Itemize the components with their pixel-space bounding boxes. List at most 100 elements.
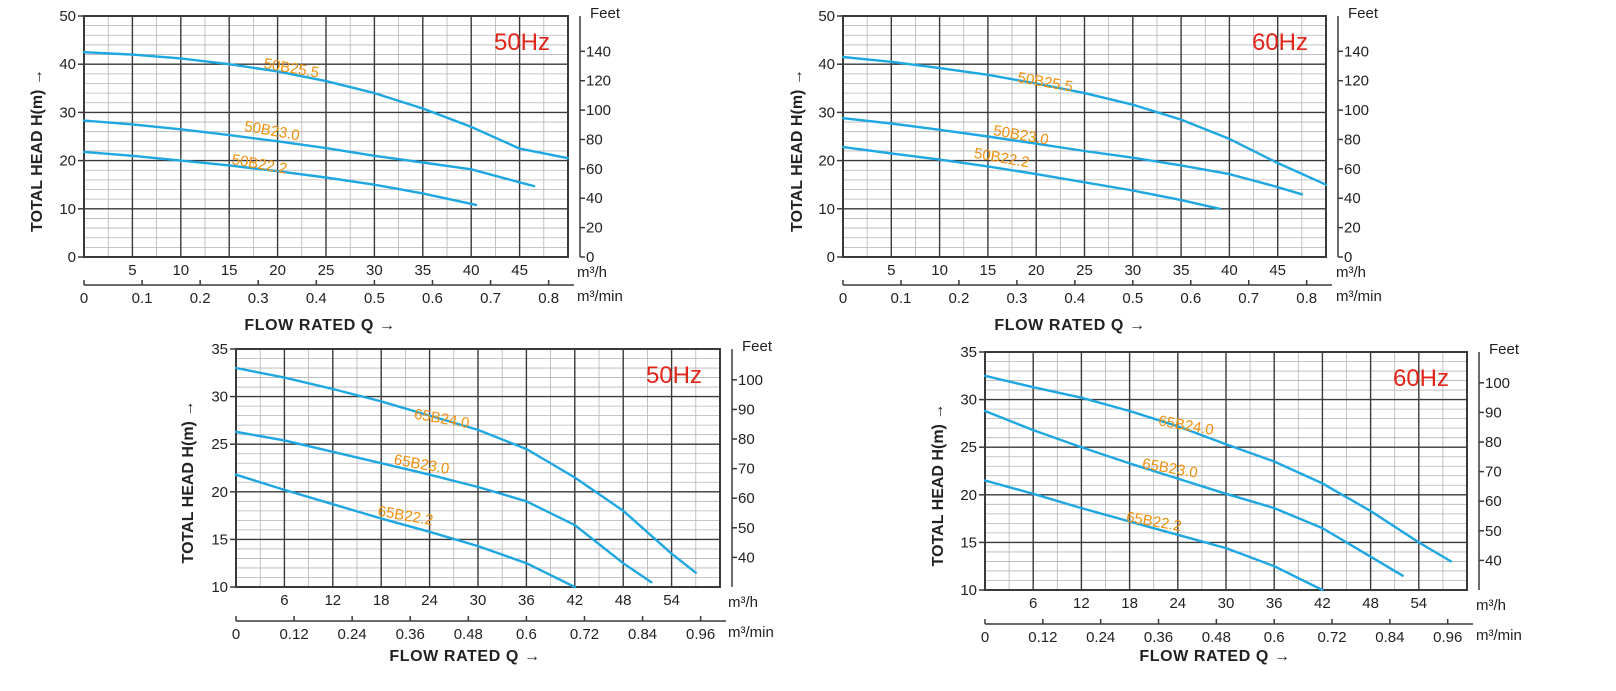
chart2-y-tick-label: 20	[818, 153, 835, 170]
chart1-x2-tick-label: 0	[80, 290, 88, 307]
chart4-x2-tick-label: 0.36	[1144, 629, 1173, 646]
chart3-x-axis-title: FLOW RATED Q →	[389, 648, 540, 665]
chart2-curve-2	[841, 117, 1303, 196]
chart3-x2-tick-label: 0.72	[570, 626, 599, 643]
chart2-feet-tick-label: 120	[1344, 73, 1369, 90]
chart2-x2-tick-label: 0.1	[891, 290, 912, 307]
chart4-feet-tick-label: 100	[1485, 375, 1510, 392]
chart2-feet-tick-label: 40	[1344, 190, 1361, 207]
chart2-feet-tick-label: 60	[1344, 161, 1361, 178]
chart2-x-unit-primary: m³/h	[1336, 264, 1366, 281]
chart4-feet-tick-label: 70	[1485, 464, 1502, 481]
chart3-x-tick-label: 24	[421, 592, 438, 609]
chart3-x-tick-label: 42	[566, 592, 583, 609]
chart1-curve-3	[82, 150, 478, 207]
chart1-feet-tick-label: 80	[586, 131, 603, 148]
chart1-x-unit-secondary: m³/min	[577, 288, 623, 305]
chart4-x-tick-label: 42	[1314, 595, 1331, 612]
chart4-feet-tick-label: 40	[1485, 552, 1502, 569]
chart4-curve-label-2: 65B23.0	[1141, 455, 1199, 481]
chart1-x-tick-label: 15	[221, 262, 238, 279]
chart3-y-tick-label: 10	[211, 579, 228, 596]
chart3-x2-tick-label: 0.84	[628, 626, 657, 643]
chart4-y-tick-label: 35	[960, 344, 977, 361]
chart3-feet-tick-label: 90	[738, 401, 755, 418]
chart1-x2-tick-label: 0.3	[248, 290, 269, 307]
chart2-x-tick-label: 10	[931, 262, 948, 279]
chart3-x2-tick-label: 0.24	[338, 626, 367, 643]
chart4-x2-tick-label: 0.12	[1028, 629, 1057, 646]
chart4-feet-tick-label: 80	[1485, 434, 1502, 451]
chart3-feet-tick-label: 60	[738, 490, 755, 507]
chart2-x-tick-label: 15	[980, 262, 997, 279]
chart3-plot-frame	[235, 348, 721, 588]
chart3-frequency-label: 50Hz	[646, 362, 702, 389]
chart2-x-tick-label: 20	[1028, 262, 1045, 279]
chart3-x2-tick-label: 0.6	[516, 626, 537, 643]
chart1-x-tick-label: 35	[414, 262, 431, 279]
chart4-feet-tick-label: 90	[1485, 404, 1502, 421]
chart1-y-axis-title: TOTAL HEAD H(m) →	[29, 69, 46, 232]
chart2-y-tick-label: 10	[818, 201, 835, 218]
chart1-feet-tick-label: 140	[586, 43, 611, 60]
chart1-x2-tick-label: 0.5	[364, 290, 385, 307]
chart2-y-tick-label: 30	[818, 104, 835, 121]
chart3-x2-tick-label: 0.36	[396, 626, 425, 643]
chart1-y-tick-label: 50	[59, 8, 76, 25]
chart1-x2-tick-label: 0.6	[422, 290, 443, 307]
chart2-x2-tick-label: 0.2	[948, 290, 969, 307]
chart1-x-tick-label: 10	[172, 262, 189, 279]
chart4-feet-tick-label: 50	[1485, 523, 1502, 540]
chart2-curve-label-1: 50B25.5	[1016, 69, 1074, 95]
chart3-y-tick-label: 35	[211, 341, 228, 358]
chart4-x-tick-label: 24	[1169, 595, 1186, 612]
chart2-x2-tick-label: 0.5	[1122, 290, 1143, 307]
chart3-x-tick-label: 36	[518, 592, 535, 609]
chart2-x2-tick-label: 0.3	[1006, 290, 1027, 307]
chart1-y-tick-label: 10	[59, 201, 76, 218]
chart2-x-unit-secondary: m³/min	[1336, 288, 1382, 305]
chart2-y-axis-title: TOTAL HEAD H(m) →	[789, 69, 806, 232]
chart2-y-tick-label: 40	[818, 56, 835, 73]
chart1-x-tick-label: 40	[463, 262, 480, 279]
chart1-frequency-label: 50Hz	[494, 29, 550, 56]
chart1-x-tick-label: 45	[511, 262, 528, 279]
chart3-y-tick-label: 15	[211, 531, 228, 548]
chart4-x-tick-label: 36	[1266, 595, 1283, 612]
chart4-y-tick-label: 15	[960, 534, 977, 551]
chart3-curve-1	[234, 366, 697, 574]
chart1-plot-frame	[83, 15, 569, 258]
chart2-x2-tick-label: 0.8	[1296, 290, 1317, 307]
chart4-x-tick-label: 48	[1362, 595, 1379, 612]
chart4-x2-tick-label: 0.24	[1086, 629, 1115, 646]
chart1-x-axis-title: FLOW RATED Q →	[244, 317, 395, 334]
chart3-x2-tick-label: 0.12	[279, 626, 308, 643]
chart1-curve-label-1: 50B25.5	[262, 55, 320, 81]
chart1-y-tick-label: 30	[59, 104, 76, 121]
chart4-frequency-label: 60Hz	[1393, 365, 1449, 392]
chart2-curve-label-2: 50B23.0	[992, 122, 1050, 148]
chart4-y-tick-label: 25	[960, 439, 977, 456]
chart3-x-tick-label: 30	[470, 592, 487, 609]
chart1-y-tick-label: 0	[68, 249, 76, 266]
chart3-y-tick-label: 20	[211, 484, 228, 501]
chart3-feet-tick-label: 40	[738, 549, 755, 566]
chart4-feet-unit-label: Feet	[1489, 341, 1520, 358]
chart1-feet-tick-label: 60	[586, 161, 603, 178]
chart2-feet-tick-label: 80	[1344, 131, 1361, 148]
chart1-x-tick-label: 5	[128, 262, 136, 279]
chart4-x-tick-label: 6	[1029, 595, 1037, 612]
chart3-x-tick-label: 18	[373, 592, 390, 609]
chart3-curve-label-1: 65B24.0	[413, 406, 471, 432]
chart3-feet-tick-label: 100	[738, 372, 763, 389]
chart4-x-tick-label: 30	[1218, 595, 1235, 612]
chart4-curve-label-1: 65B24.0	[1157, 413, 1215, 439]
chart4-x-unit-primary: m³/h	[1476, 597, 1506, 614]
chart4-y-tick-label: 20	[960, 487, 977, 504]
chart3-y-tick-label: 30	[211, 389, 228, 406]
chart3-feet-unit-label: Feet	[742, 338, 773, 355]
chart1-x2-tick-label: 0.4	[306, 290, 327, 307]
chart4-y-axis-title: TOTAL HEAD H(m) →	[930, 404, 947, 567]
